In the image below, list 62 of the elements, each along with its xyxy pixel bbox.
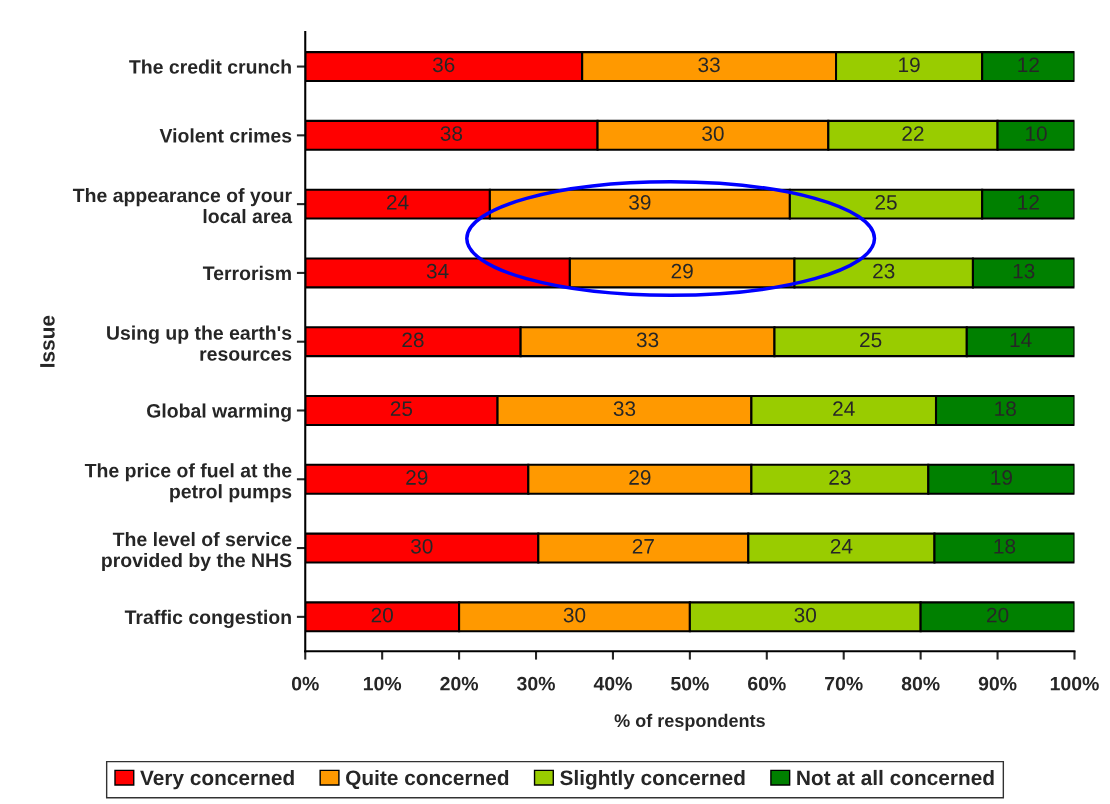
legend-label: Slightly concerned: [560, 769, 745, 790]
data-label: 29: [406, 470, 428, 485]
data-label: 34: [426, 263, 449, 279]
data-label: 18: [995, 401, 1016, 417]
x-axis-title: % of respondents: [614, 713, 765, 731]
y-tick-label: Traffic congestion: [124, 609, 291, 629]
y-tick-label: Using up the earth's resources: [107, 325, 292, 361]
y-tick-label: The price of fuel at the petrol pumps: [84, 463, 292, 503]
data-label: 29: [671, 263, 693, 279]
y-axis-title: Issue: [40, 315, 55, 367]
legend-label: Not at all concerned: [797, 769, 994, 786]
data-label: 12: [1018, 194, 1039, 210]
data-label: 24: [387, 194, 409, 210]
x-tick-label: 80%: [901, 676, 940, 691]
data-label: 24: [830, 538, 853, 554]
x-tick-label: 70%: [825, 676, 863, 691]
x-tick-label: 90%: [978, 676, 1017, 691]
y-tick-label: The level of service provided by the NHS: [102, 531, 292, 572]
data-label: 30: [411, 538, 433, 554]
data-label: 14: [1010, 332, 1032, 348]
data-label: 30: [794, 607, 817, 623]
x-tick-label: 100%: [1050, 676, 1099, 691]
data-label: 12: [1018, 57, 1039, 72]
data-label: 33: [613, 401, 636, 417]
y-tick-label: Terrorism: [202, 265, 291, 281]
y-tick-label: The appearance of your local area: [72, 188, 293, 224]
data-label: 23: [829, 470, 851, 485]
data-label: 36: [432, 57, 455, 73]
data-label: 25: [875, 194, 897, 210]
x-tick-label: 20%: [440, 676, 479, 691]
data-label: 20: [987, 607, 1009, 623]
data-label: 29: [629, 470, 651, 485]
data-label: 23: [873, 263, 895, 279]
legend-label: Very concerned: [140, 769, 294, 790]
y-tick-label: Violent crimes: [159, 128, 292, 143]
data-label: 33: [636, 332, 659, 348]
data-label: 25: [860, 332, 882, 348]
data-label: 39: [629, 194, 651, 210]
data-label: 33: [698, 57, 720, 73]
data-label: 22: [902, 126, 924, 141]
data-label: 10: [1026, 126, 1047, 141]
x-tick-label: 10%: [363, 676, 402, 691]
x-tick-label: 0%: [291, 676, 319, 691]
x-tick-label: 50%: [671, 676, 709, 691]
data-label: 18: [994, 538, 1016, 554]
data-label: 19: [991, 470, 1012, 485]
x-tick-label: 60%: [748, 676, 786, 691]
y-tick-label: The credit crunch: [129, 59, 291, 74]
y-tick-label: Global warming: [147, 403, 291, 422]
x-tick-label: 30%: [517, 676, 555, 691]
data-label: 28: [402, 332, 424, 348]
data-label: 24: [833, 401, 855, 416]
data-label: 20: [371, 607, 393, 623]
data-label: 13: [1013, 263, 1035, 279]
data-label: 30: [702, 126, 724, 141]
data-label: 19: [899, 57, 920, 73]
data-label: 27: [632, 538, 654, 554]
legend-label: Quite concerned: [346, 769, 509, 790]
data-label: 38: [440, 126, 463, 141]
data-label: 30: [563, 607, 586, 623]
data-label: 25: [390, 401, 413, 417]
x-tick-label: 40%: [593, 676, 632, 691]
